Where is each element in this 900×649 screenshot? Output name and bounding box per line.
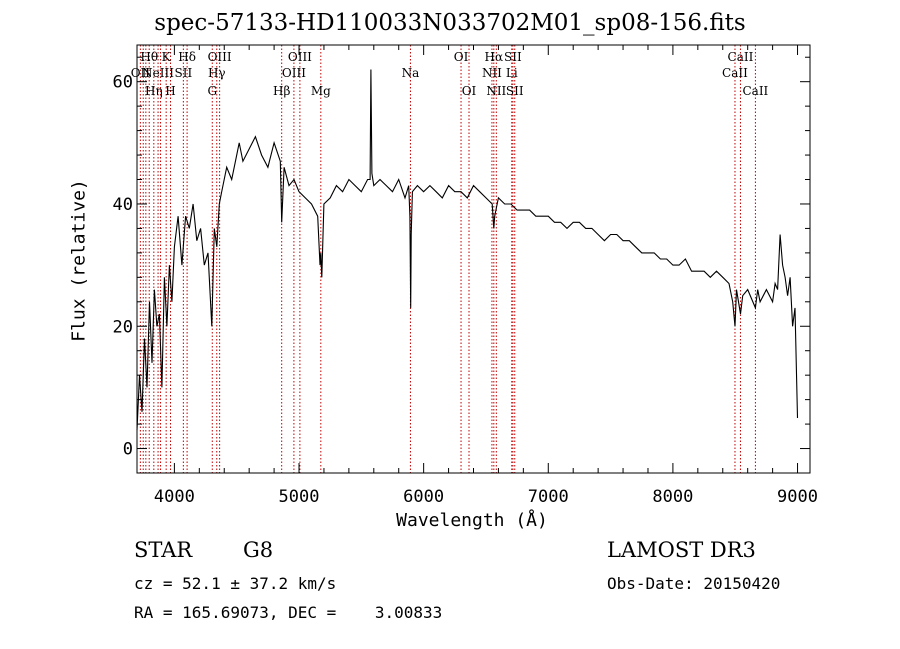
x-tick-label: 8000 (652, 487, 693, 507)
line-label: NeIII (142, 66, 174, 80)
line-label: OI (454, 50, 469, 64)
line-label: Hβ (273, 84, 290, 98)
line-label: K (162, 50, 172, 64)
axis-tick-labels: 4000 5000 6000 7000 8000 9000 0 20 40 60 (113, 73, 818, 507)
line-label: Mg (311, 84, 331, 98)
line-label: OIII (208, 50, 232, 64)
y-tick-label: 40 (113, 195, 133, 215)
line-label: G (207, 84, 217, 98)
line-label: Na (402, 66, 420, 80)
line-label: OIII (282, 66, 306, 80)
line-label: SII (504, 50, 522, 64)
y-axis-label: Flux (relative) (68, 179, 90, 342)
observation-date: Obs-Date: 20150420 (607, 574, 781, 593)
line-label: CaII (722, 66, 748, 80)
line-label: SII (506, 84, 524, 98)
line-label: Hη (145, 84, 163, 98)
line-label: Hθ (140, 50, 158, 64)
x-tick-label: 6000 (403, 487, 444, 507)
line-label: OII (131, 66, 151, 80)
line-label: NII (486, 84, 506, 98)
coordinates: RA = 165.69073, DEC = 3.00833 (134, 603, 443, 622)
chart-title: spec-57133-HD110033N033702M01_sp08-156.f… (154, 10, 746, 36)
x-axis-label: Wavelength (Å) (396, 510, 548, 531)
x-tick-label: 5000 (279, 487, 320, 507)
y-tick-label: 60 (113, 73, 133, 93)
line-label: Hδ (178, 50, 196, 64)
line-label: CaII (728, 50, 754, 64)
plot-frame (136, 44, 811, 474)
x-tick-label: 4000 (154, 487, 195, 507)
line-label: NII (482, 66, 502, 80)
object-subclass: G8 (243, 538, 274, 562)
object-class: STAR (134, 538, 193, 562)
y-tick-label: 0 (123, 440, 133, 460)
spectrum-line (136, 69, 799, 431)
line-label: Hα (485, 50, 504, 64)
line-label: OIII (288, 50, 312, 64)
line-label: CaII (742, 84, 768, 98)
line-label: Hγ (208, 66, 226, 80)
y-tick-label: 20 (113, 317, 133, 337)
survey-name: LAMOST DR3 (607, 538, 756, 562)
x-tick-label: 9000 (777, 487, 818, 507)
line-label: Li (506, 66, 518, 80)
line-label: OI (462, 84, 477, 98)
x-tick-label: 7000 (528, 487, 569, 507)
line-label: SII (175, 66, 193, 80)
line-label: H (165, 84, 175, 98)
redshift-velocity: cz = 52.1 ± 37.2 km/s (134, 574, 337, 593)
axis-ticks (137, 45, 810, 473)
line-labels: OIIHθHηNeIIIKHSIIHδGHγOIIIHβOIIIOIIIMgNa… (131, 50, 769, 98)
